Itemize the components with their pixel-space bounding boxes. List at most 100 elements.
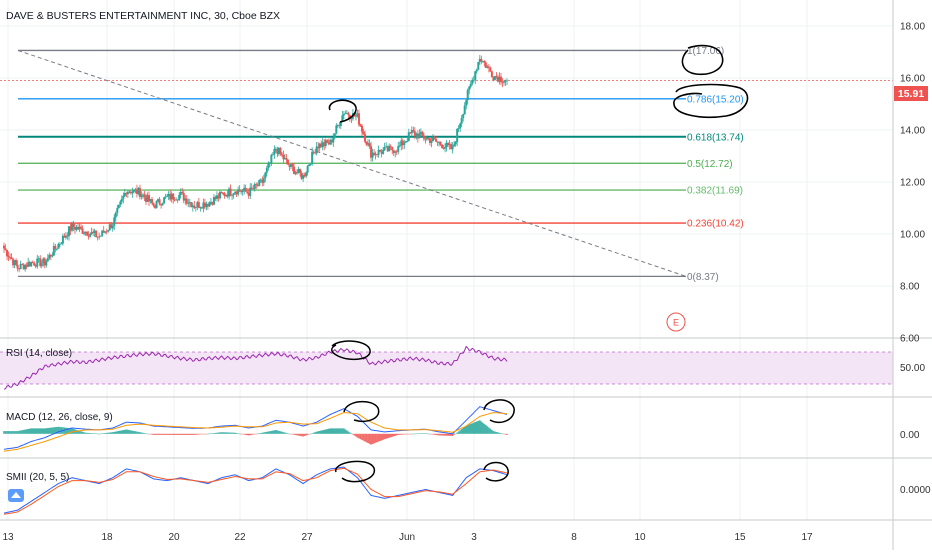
chart-title: DAVE & BUSTERS ENTERTAINMENT INC, 30, Cb… — [6, 10, 280, 22]
macd-histogram-bar — [272, 430, 274, 434]
macd-histogram-bar — [284, 432, 286, 434]
macd-histogram-bar — [477, 420, 480, 434]
macd-histogram-bar — [185, 433, 188, 435]
candle-body — [148, 195, 151, 202]
candle-body — [197, 202, 200, 208]
candle-body — [506, 80, 508, 82]
candle-body — [119, 201, 122, 205]
macd-histogram-bar — [256, 433, 259, 435]
candle-body — [137, 187, 140, 194]
macd-histogram-bar — [219, 432, 221, 434]
candle-body — [459, 123, 462, 129]
candle-body — [267, 163, 270, 169]
candle-body — [36, 258, 39, 267]
candle-body — [202, 202, 205, 209]
candle-body — [9, 257, 12, 258]
smii-panel[interactable]: SMII (20, 5, 5) — [3, 460, 509, 515]
macd-histogram-bar — [288, 433, 291, 435]
macd-histogram-bar — [121, 430, 123, 434]
macd-histogram-bar — [99, 433, 102, 435]
macd-histogram-bar — [223, 432, 226, 434]
macd-histogram-bar — [327, 428, 330, 434]
time-tick-label: Jun — [399, 532, 415, 543]
macd-histogram-bar — [13, 431, 16, 434]
candle-body — [279, 147, 282, 154]
macd-histogram-bar — [220, 432, 223, 434]
macd-histogram-bar — [309, 433, 312, 435]
candle-body — [19, 264, 22, 270]
macd-histogram-bar — [179, 433, 182, 435]
price-panel[interactable]: 1(17.06) 0.786(15.20) 0.618(13.74) 0.5(12.7… — [0, 10, 893, 332]
candle-body — [235, 191, 238, 195]
settings-cloud-icon[interactable] — [8, 489, 24, 502]
candle-body — [185, 198, 188, 204]
macd-histogram-bar — [290, 433, 292, 435]
macd-histogram-bar — [117, 430, 120, 434]
candle-body — [178, 194, 181, 200]
candle-body — [268, 162, 271, 164]
candle-body — [90, 232, 93, 234]
macd-histogram-bar — [128, 430, 131, 434]
macd-histogram-bar — [308, 433, 310, 435]
macd-histogram-bar — [47, 428, 49, 434]
candle-body — [493, 76, 496, 80]
candle-body — [354, 115, 357, 117]
macd-histogram-bar — [160, 433, 162, 435]
macd-histogram-bar — [299, 433, 301, 436]
candle-body — [277, 147, 280, 155]
candle-body — [75, 226, 78, 230]
macd-histogram-bar — [433, 433, 436, 435]
macd-histogram-bar — [462, 427, 464, 434]
macd-histogram-bar — [315, 431, 318, 434]
candle-body — [54, 246, 57, 249]
candle-body — [475, 69, 478, 72]
macd-histogram-bar — [77, 430, 79, 434]
candle-body — [442, 148, 445, 150]
macd-histogram-bar — [217, 432, 220, 434]
candle-body — [61, 235, 64, 244]
macd-histogram-bar — [252, 433, 255, 435]
macd-histogram-bar — [214, 432, 217, 434]
candle-body — [16, 264, 19, 269]
macd-histogram-bar — [110, 432, 113, 434]
macd-histogram-bar — [346, 430, 348, 434]
candle-body — [138, 187, 141, 197]
macd-histogram-bar — [10, 431, 13, 434]
earnings-marker[interactable]: E — [666, 312, 686, 332]
fib-trendline[interactable] — [17, 49, 687, 277]
fib-level-label: 0(8.37) — [687, 272, 719, 283]
macd-histogram-bar — [113, 431, 116, 434]
candle-body — [101, 230, 104, 236]
candle-body — [244, 187, 247, 192]
macd-histogram-bar — [494, 431, 496, 434]
macd-histogram-bar — [409, 433, 412, 435]
macd-histogram-bar — [386, 433, 389, 439]
candle-body — [249, 187, 252, 196]
time-axis[interactable]: 13 18 20 22 27 Jun 3 8 10 15 17 — [2, 532, 813, 543]
candle-body — [264, 172, 267, 179]
macd-histogram-bar — [421, 433, 424, 434]
macd-histogram-bar — [504, 433, 507, 435]
price-tick-label: 6.00 — [900, 334, 920, 345]
rsi-panel[interactable]: RSI (14, close) — [0, 340, 893, 390]
candle-body — [422, 135, 425, 139]
macd-histogram-bar — [367, 433, 369, 444]
candle-body — [55, 248, 58, 250]
macd-histogram-bar — [475, 421, 478, 434]
last-price-label: 15.91 — [898, 88, 924, 100]
macd-panel[interactable]: MACD (12, 26, close, 9) — [3, 399, 515, 452]
macd-histogram-bar — [282, 432, 285, 434]
macd-histogram-bar — [267, 431, 270, 434]
time-tick-label: 20 — [168, 532, 180, 543]
price-axis[interactable]: 18.00 16.00 14.00 12.00 10.00 8.00 6.00 — [900, 22, 925, 345]
time-tick-label: 13 — [2, 532, 14, 543]
candle-body — [320, 143, 323, 148]
candle-body — [86, 231, 89, 236]
macd-histogram-bar — [417, 433, 419, 435]
macd-histogram-bar — [207, 433, 209, 435]
macd-histogram-bar — [474, 422, 477, 434]
macd-histogram-bar — [148, 433, 150, 435]
macd-histogram-bar — [371, 433, 374, 445]
macd-histogram-bar — [377, 433, 380, 442]
